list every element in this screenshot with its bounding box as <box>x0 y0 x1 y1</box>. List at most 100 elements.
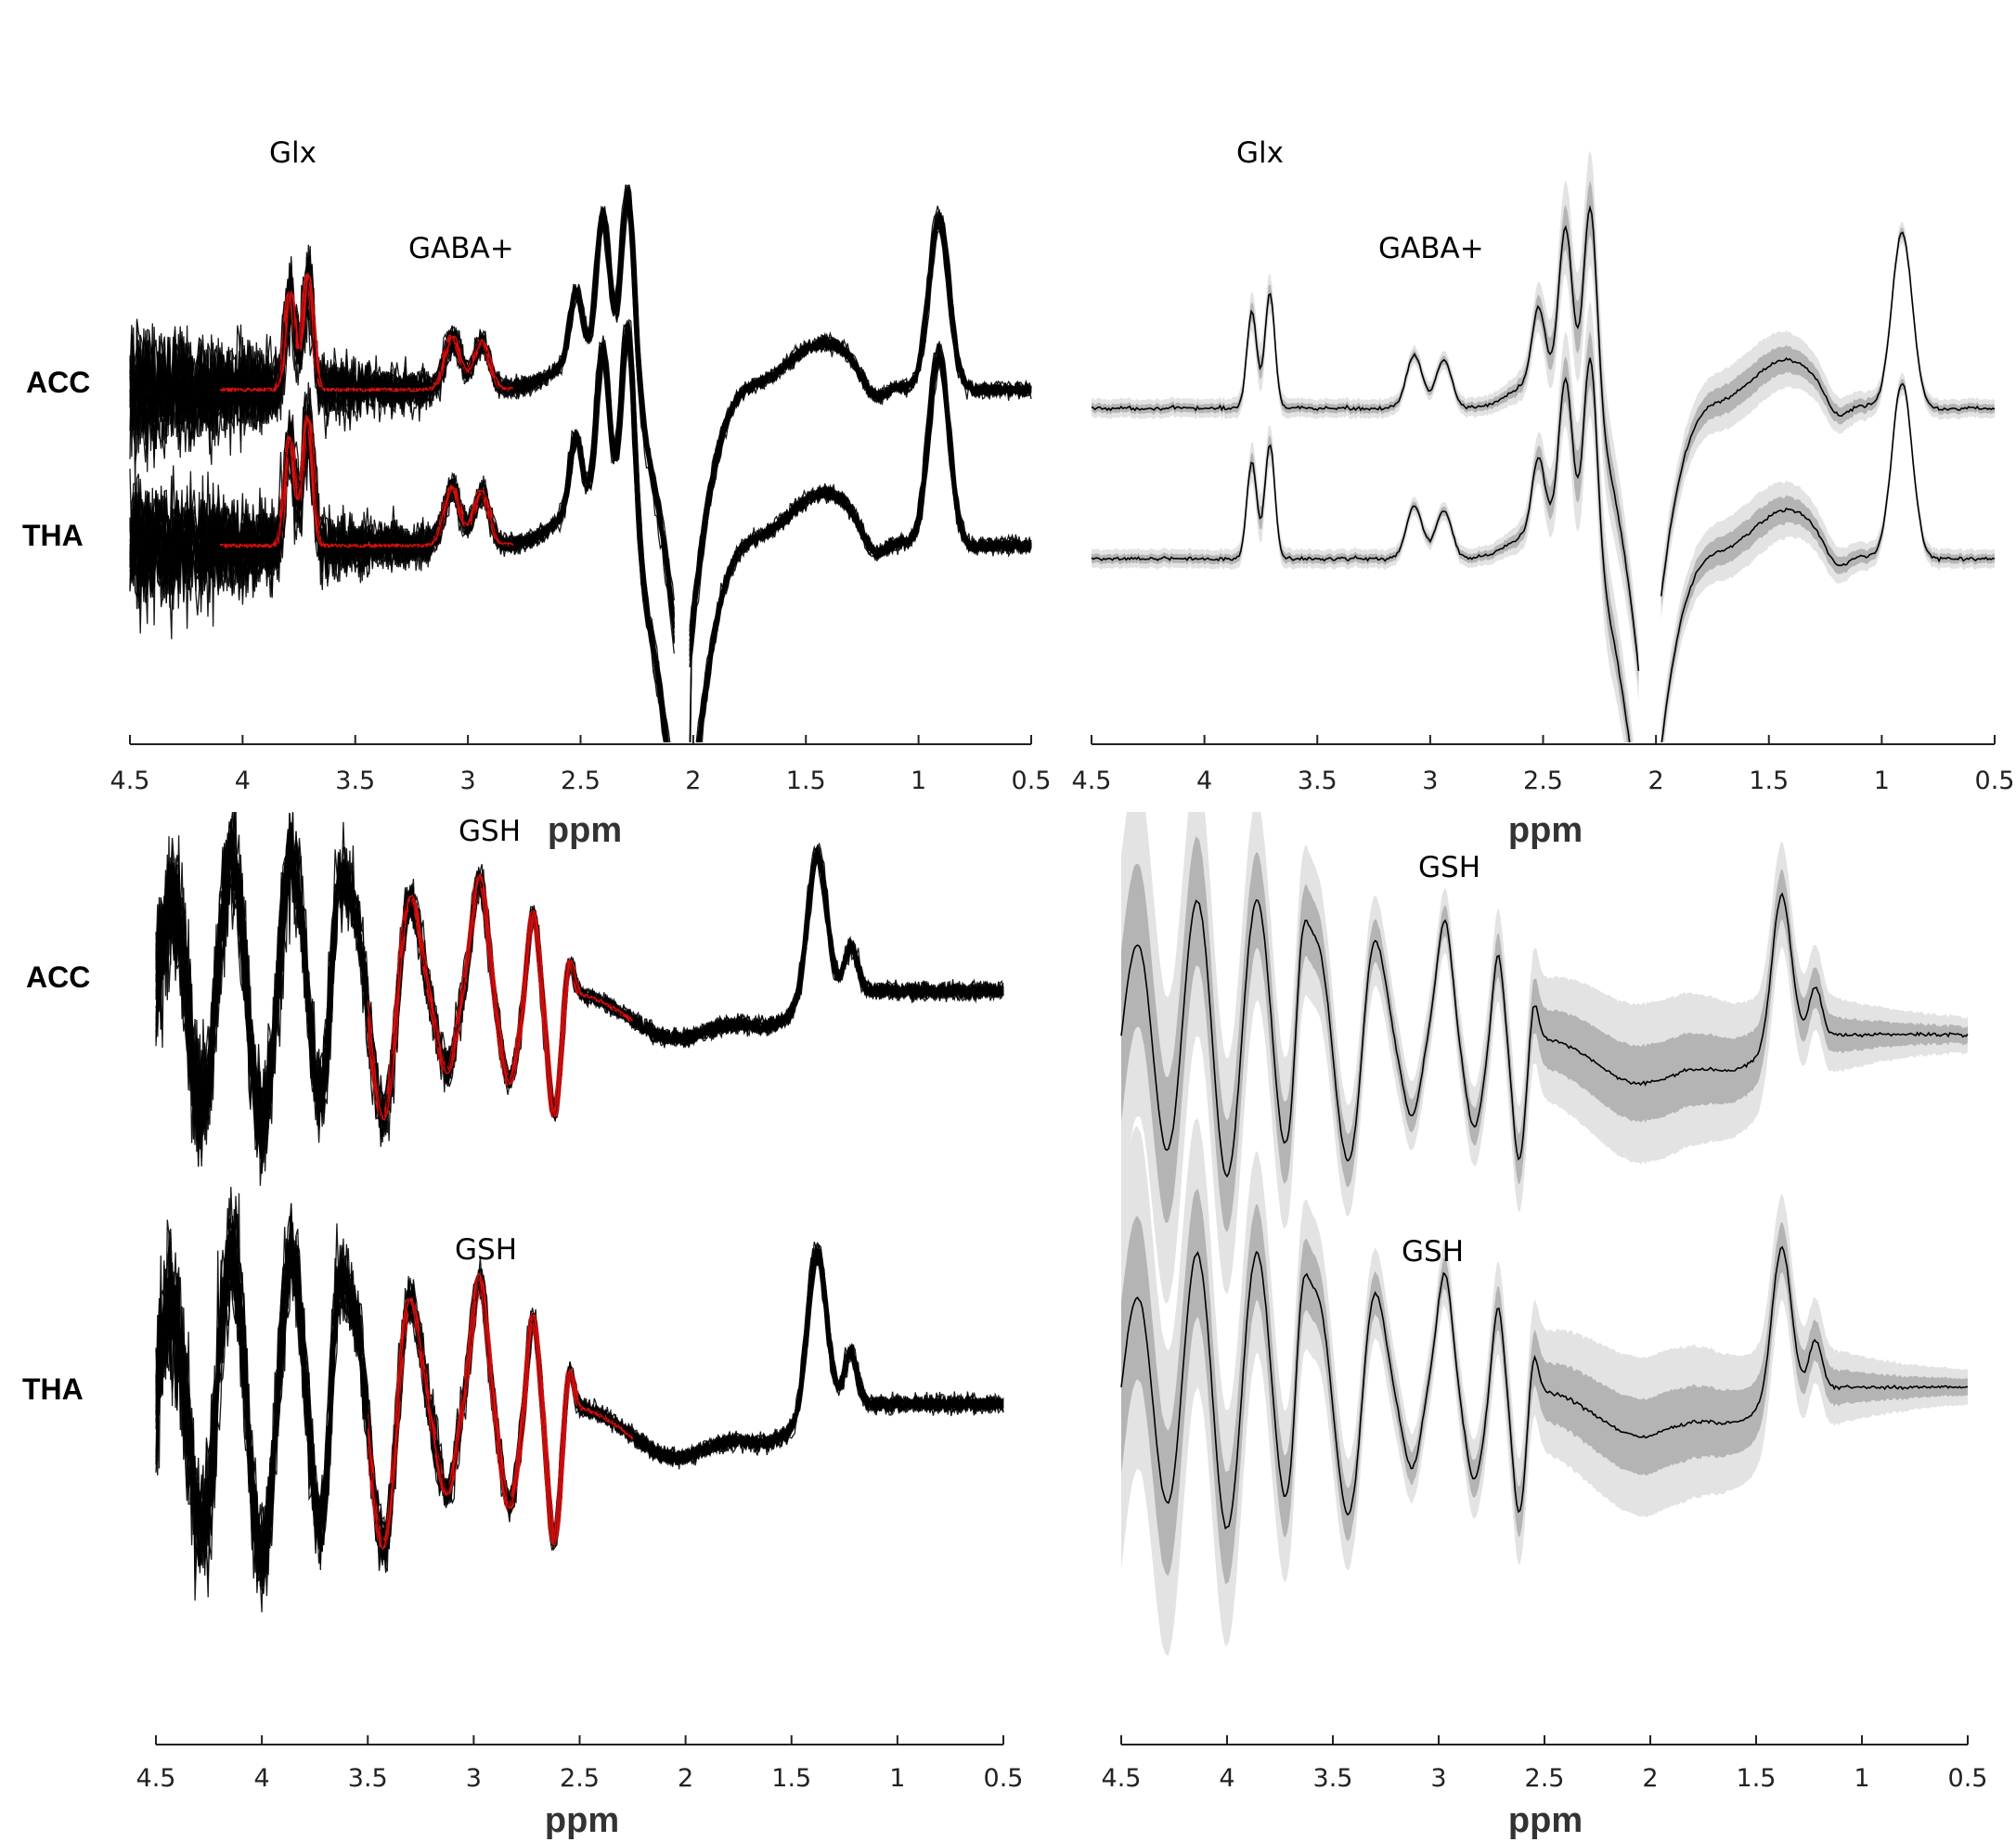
subject-spectrum <box>699 358 1032 742</box>
annotation-gsh-tha: GSH <box>455 1233 517 1267</box>
mean-spectrum-line <box>1091 357 1631 742</box>
x-tick-label: 0.5 <box>1012 766 1052 795</box>
subject-spectrum <box>699 356 1032 742</box>
subject-spectrum <box>155 1204 1004 1566</box>
subject-spectrum <box>697 358 1032 742</box>
x-tick-label: 1.5 <box>1749 766 1789 795</box>
annotation-gaba: GABA+ <box>408 232 514 265</box>
subject-spectrum <box>699 349 1032 742</box>
subject-spectrum <box>689 217 1032 636</box>
annotation-gsh-acc: GSH <box>1418 851 1480 884</box>
subject-spectrum <box>699 342 1032 742</box>
subject-spectrum <box>689 212 1032 657</box>
panel-top-right-mean-spectra: 4.5 4 3.5 3 2.5 2 1.5 1 0.5 ppm Glx GABA+ <box>1072 136 2015 850</box>
subject-spectrum <box>155 1227 1004 1587</box>
x-tick-label: 1.5 <box>771 1764 811 1793</box>
subject-spectrum <box>689 216 1032 742</box>
subject-spectrum <box>155 812 1004 1175</box>
sd-band <box>1121 1188 1968 1585</box>
range-band <box>1092 150 1639 702</box>
plot-area <box>129 184 1032 742</box>
model-fit-line <box>367 1272 634 1551</box>
subject-spectrum <box>689 213 1032 742</box>
subject-spectrum <box>689 215 1032 742</box>
x-tick-label: 2 <box>1648 766 1664 795</box>
x-tick-label: 2.5 <box>1525 1764 1565 1793</box>
subject-spectrum <box>697 350 1032 742</box>
x-tick-label: 3.5 <box>1298 766 1338 795</box>
x-tick-label: 4.5 <box>110 766 150 795</box>
subject-spectrum <box>689 219 1032 742</box>
x-tick-label: 4.5 <box>1072 766 1112 795</box>
x-tick-label: 2 <box>678 1764 693 1793</box>
subject-spectrum <box>689 205 1032 641</box>
mean-spectrum-line <box>1120 892 1969 1179</box>
subject-spectrum <box>689 209 1032 662</box>
subject-spectrum <box>695 355 1032 742</box>
subject-spectrum <box>700 344 1032 742</box>
x-tick-label: 2 <box>685 766 701 795</box>
panel-bottom-right-mean-spectra: 4.5 4 3.5 3 2.5 2 1.5 1 0.5 ppm GSH GSH <box>1102 812 1987 1840</box>
x-axis-label: ppm <box>1508 811 1583 850</box>
mean-spectrum-line <box>1660 231 1996 597</box>
x-tick-label: 3.5 <box>348 1764 388 1793</box>
x-tick-label: 3.5 <box>1313 1764 1353 1793</box>
x-axis-label: ppm <box>1508 1801 1583 1840</box>
x-tick-label: 2 <box>1642 1764 1658 1793</box>
subject-spectrum <box>689 214 1032 667</box>
plot-area <box>155 812 1004 1613</box>
x-tick-label: 4 <box>235 766 251 795</box>
row-label-tha: THA <box>22 519 84 552</box>
x-axis-ticks: 4.5 4 3.5 3 2.5 2 1.5 1 0.5 <box>110 735 1052 795</box>
subject-spectrum <box>695 351 1032 742</box>
mean-spectrum-line <box>1661 382 1996 742</box>
model-fit-line <box>219 274 513 393</box>
subject-spectrum <box>700 356 1032 742</box>
x-tick-label: 2.5 <box>560 1764 600 1793</box>
row-label-acc: ACC <box>26 366 90 399</box>
x-tick-label: 4 <box>254 1764 270 1793</box>
model-fit-line <box>367 1274 634 1549</box>
subject-spectrum <box>155 1186 1004 1588</box>
x-tick-label: 2.5 <box>561 766 601 795</box>
x-tick-label: 4 <box>1196 766 1212 795</box>
x-tick-label: 1 <box>1874 766 1890 795</box>
plot-area <box>1091 150 1996 742</box>
subject-spectrum <box>700 364 1032 742</box>
subject-spectrum <box>689 220 1032 632</box>
panel-bottom-left-spectra: 4.5 4 3.5 3 2.5 2 1.5 1 0.5 ppm ACC THA GSH GSH <box>22 812 1023 1840</box>
x-tick-label: 1 <box>911 766 926 795</box>
x-tick-label: 4.5 <box>1102 1764 1142 1793</box>
subject-spectrum <box>696 357 1032 742</box>
model-fit-line <box>367 872 634 1122</box>
x-axis-ticks: 4.5 4 3.5 3 2.5 2 1.5 1 0.5 <box>1072 735 2015 795</box>
x-axis-ticks: 4.5 4 3.5 3 2.5 2 1.5 1 0.5 <box>136 1735 1023 1793</box>
subject-spectrum <box>699 353 1032 742</box>
x-tick-label: 0.5 <box>1975 766 2015 795</box>
subject-spectrum <box>689 220 1032 652</box>
subject-spectrum <box>155 1192 1004 1570</box>
subject-spectrum <box>689 220 1032 627</box>
panel-top-left-spectra: 4.5 4 3.5 3 2.5 2 1.5 1 0.5 ppm ACC THA Glx GABA… <box>22 136 1052 850</box>
subject-spectrum <box>690 212 1032 742</box>
annotation-glx: Glx <box>1236 136 1284 170</box>
subject-spectrum <box>696 355 1032 742</box>
sd-band <box>1661 379 1995 742</box>
subject-spectrum <box>689 212 1032 656</box>
annotation-gsh-tha: GSH <box>1402 1235 1464 1269</box>
annotation-gsh-acc: GSH <box>459 815 521 848</box>
subject-spectrum <box>689 212 1032 668</box>
subject-spectrum <box>701 342 1032 742</box>
annotation-glx: Glx <box>269 136 317 170</box>
x-tick-label: 3.5 <box>335 766 375 795</box>
subject-spectrum <box>689 222 1032 632</box>
range-band <box>1661 221 1995 621</box>
subject-spectrum <box>699 342 1032 742</box>
x-tick-label: 1 <box>889 1764 905 1793</box>
subject-spectrum <box>698 349 1032 742</box>
mean-spectrum-line <box>1120 1245 1969 1530</box>
x-tick-label: 4 <box>1219 1764 1234 1793</box>
x-tick-label: 1.5 <box>786 766 826 795</box>
x-tick-label: 3 <box>466 1764 482 1793</box>
